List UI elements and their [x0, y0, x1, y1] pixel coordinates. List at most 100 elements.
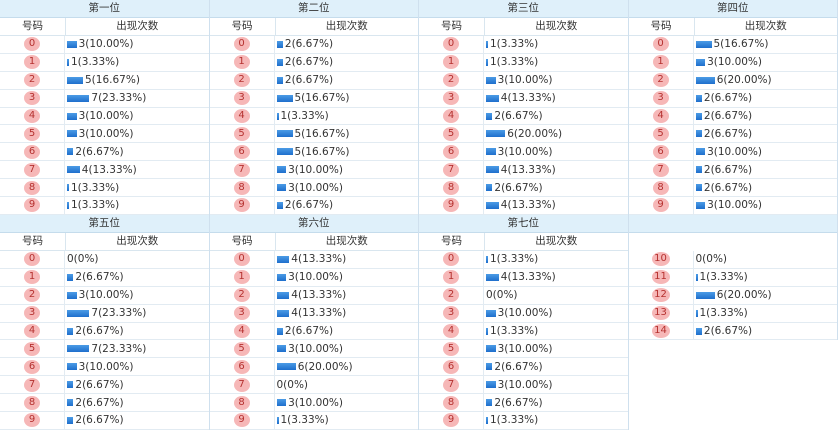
count-value: 1(3.33%) [71, 181, 120, 194]
number-cell: 8 [0, 394, 65, 412]
count-cell: 4(13.33%) [484, 197, 628, 214]
count-bar [486, 309, 496, 317]
table-row: 2 4(13.33%) [209, 286, 418, 305]
table-row: 7 3(10.00%) [209, 161, 418, 180]
number-ball: 9 [443, 198, 459, 213]
count-bar [486, 363, 493, 371]
number-cell: 6 [419, 358, 484, 376]
table-row: 0 0(0%) [0, 251, 209, 269]
count-cell: 2(6.67%) [65, 412, 209, 429]
table-row: 4 2(6.67%) [628, 107, 838, 126]
count-cell: 3(10.00%) [65, 125, 209, 142]
count-bar [486, 381, 496, 389]
table-row: 0 4(13.33%) [209, 251, 418, 269]
number-cell: 9 [210, 412, 275, 429]
number-ball: 6 [233, 359, 250, 374]
count-value: 3(10.00%) [78, 289, 134, 302]
count-bar [486, 201, 499, 209]
count-bar [67, 381, 74, 389]
count-cell: 1(3.33%) [65, 197, 209, 214]
panel-header: 号码 出现次数 [209, 233, 418, 251]
number-ball: 11 [651, 270, 670, 285]
count-bar [276, 363, 296, 371]
table-row: 2 5(16.67%) [0, 71, 209, 90]
number-ball: 2 [443, 288, 459, 303]
number-cell: 3 [0, 304, 65, 322]
count-cell: 2(6.67%) [694, 323, 838, 340]
count-bar [486, 40, 488, 48]
number-cell: 8 [210, 179, 275, 197]
number-cell: 5 [210, 340, 275, 358]
number-cell: 7 [419, 161, 484, 179]
count-value: 3(10.00%) [78, 38, 134, 51]
count-cell: 3(10.00%) [275, 269, 419, 286]
number-cell: 7 [0, 161, 65, 179]
number-cell: 6 [210, 358, 275, 376]
table-row: 4 2(6.67%) [0, 322, 209, 341]
table-row: 9 1(3.33%) [0, 197, 209, 215]
number-cell: 2 [0, 71, 65, 89]
number-ball: 3 [24, 306, 40, 321]
count-cell: 2(6.67%) [65, 143, 209, 160]
count-value: 2(6.67%) [494, 396, 543, 409]
number-cell: 1 [210, 268, 275, 286]
count-value: 2(6.67%) [284, 38, 334, 51]
number-cell: 9 [0, 412, 65, 429]
count-value: 6(20.00%) [716, 289, 772, 302]
count-cell: 2(6.67%) [275, 323, 419, 340]
count-cell: 2(6.67%) [65, 269, 209, 286]
count-bar [486, 345, 496, 353]
table-row: 6 6(20.00%) [209, 358, 418, 377]
number-ball: 4 [24, 109, 40, 123]
number-ball: 5 [24, 341, 40, 356]
count-cell: 1(3.33%) [484, 323, 628, 340]
count-bar [276, 148, 293, 156]
number-cell: 1 [629, 53, 694, 71]
count-value: 1(3.33%) [490, 253, 539, 266]
panel-header: 号码 出现次数 [209, 18, 418, 36]
count-cell: 2(6.67%) [694, 108, 838, 125]
count-value: 5(16.67%) [85, 74, 140, 87]
count-value: 4(13.33%) [291, 289, 347, 302]
number-cell: 4 [210, 322, 275, 340]
number-ball: 2 [233, 73, 250, 88]
count-value: 2(6.67%) [703, 325, 753, 337]
panel-header: 号码 出现次数 [628, 18, 837, 36]
count-bar [67, 345, 90, 353]
count-cell: 2(6.67%) [694, 161, 838, 178]
count-value: 3(10.00%) [288, 271, 344, 284]
table-row: 6 3(10.00%) [419, 143, 628, 162]
number-cell: 12 [629, 286, 694, 304]
table-row: 3 7(23.33%) [0, 89, 209, 108]
table-row: 6 3(10.00%) [628, 143, 837, 162]
number-ball: 4 [233, 324, 250, 338]
count-value: 1(3.33%) [71, 199, 120, 212]
count-bar [67, 130, 77, 138]
count-cell: 2(6.67%) [65, 394, 209, 411]
number-cell: 3 [419, 304, 484, 322]
number-ball: 8 [233, 180, 250, 195]
table-row: 6 2(6.67%) [0, 143, 209, 162]
table-row: 6 5(16.67%) [209, 143, 418, 162]
table-row: 8 2(6.67%) [419, 394, 628, 413]
count-bar [486, 76, 496, 84]
count-bar [67, 363, 77, 371]
count-cell: 1(3.33%) [484, 54, 628, 71]
table-row: 2 6(20.00%) [628, 71, 837, 90]
count-value: 0(0%) [67, 253, 99, 266]
count-cell: 3(10.00%) [65, 108, 209, 125]
number-ball: 0 [233, 37, 250, 52]
count-bar [276, 309, 290, 317]
count-bar [67, 166, 80, 174]
position-panel-8: 10 0(0%) 11 1(3.33%) 12 6(20.00%) 13 1(3.33%) 14… [628, 215, 838, 341]
panel-header: 号码 出现次数 [419, 18, 628, 36]
number-ball: 6 [24, 359, 40, 374]
number-cell: 4 [419, 322, 484, 340]
table-row: 5 2(6.67%) [628, 125, 837, 144]
table-row: 0 2(6.67%) [209, 36, 418, 54]
count-cell: 0(0%) [694, 251, 838, 268]
number-cell: 2 [419, 286, 484, 304]
count-bar [67, 309, 90, 317]
number-cell: 8 [0, 179, 65, 197]
number-cell: 0 [0, 251, 65, 268]
